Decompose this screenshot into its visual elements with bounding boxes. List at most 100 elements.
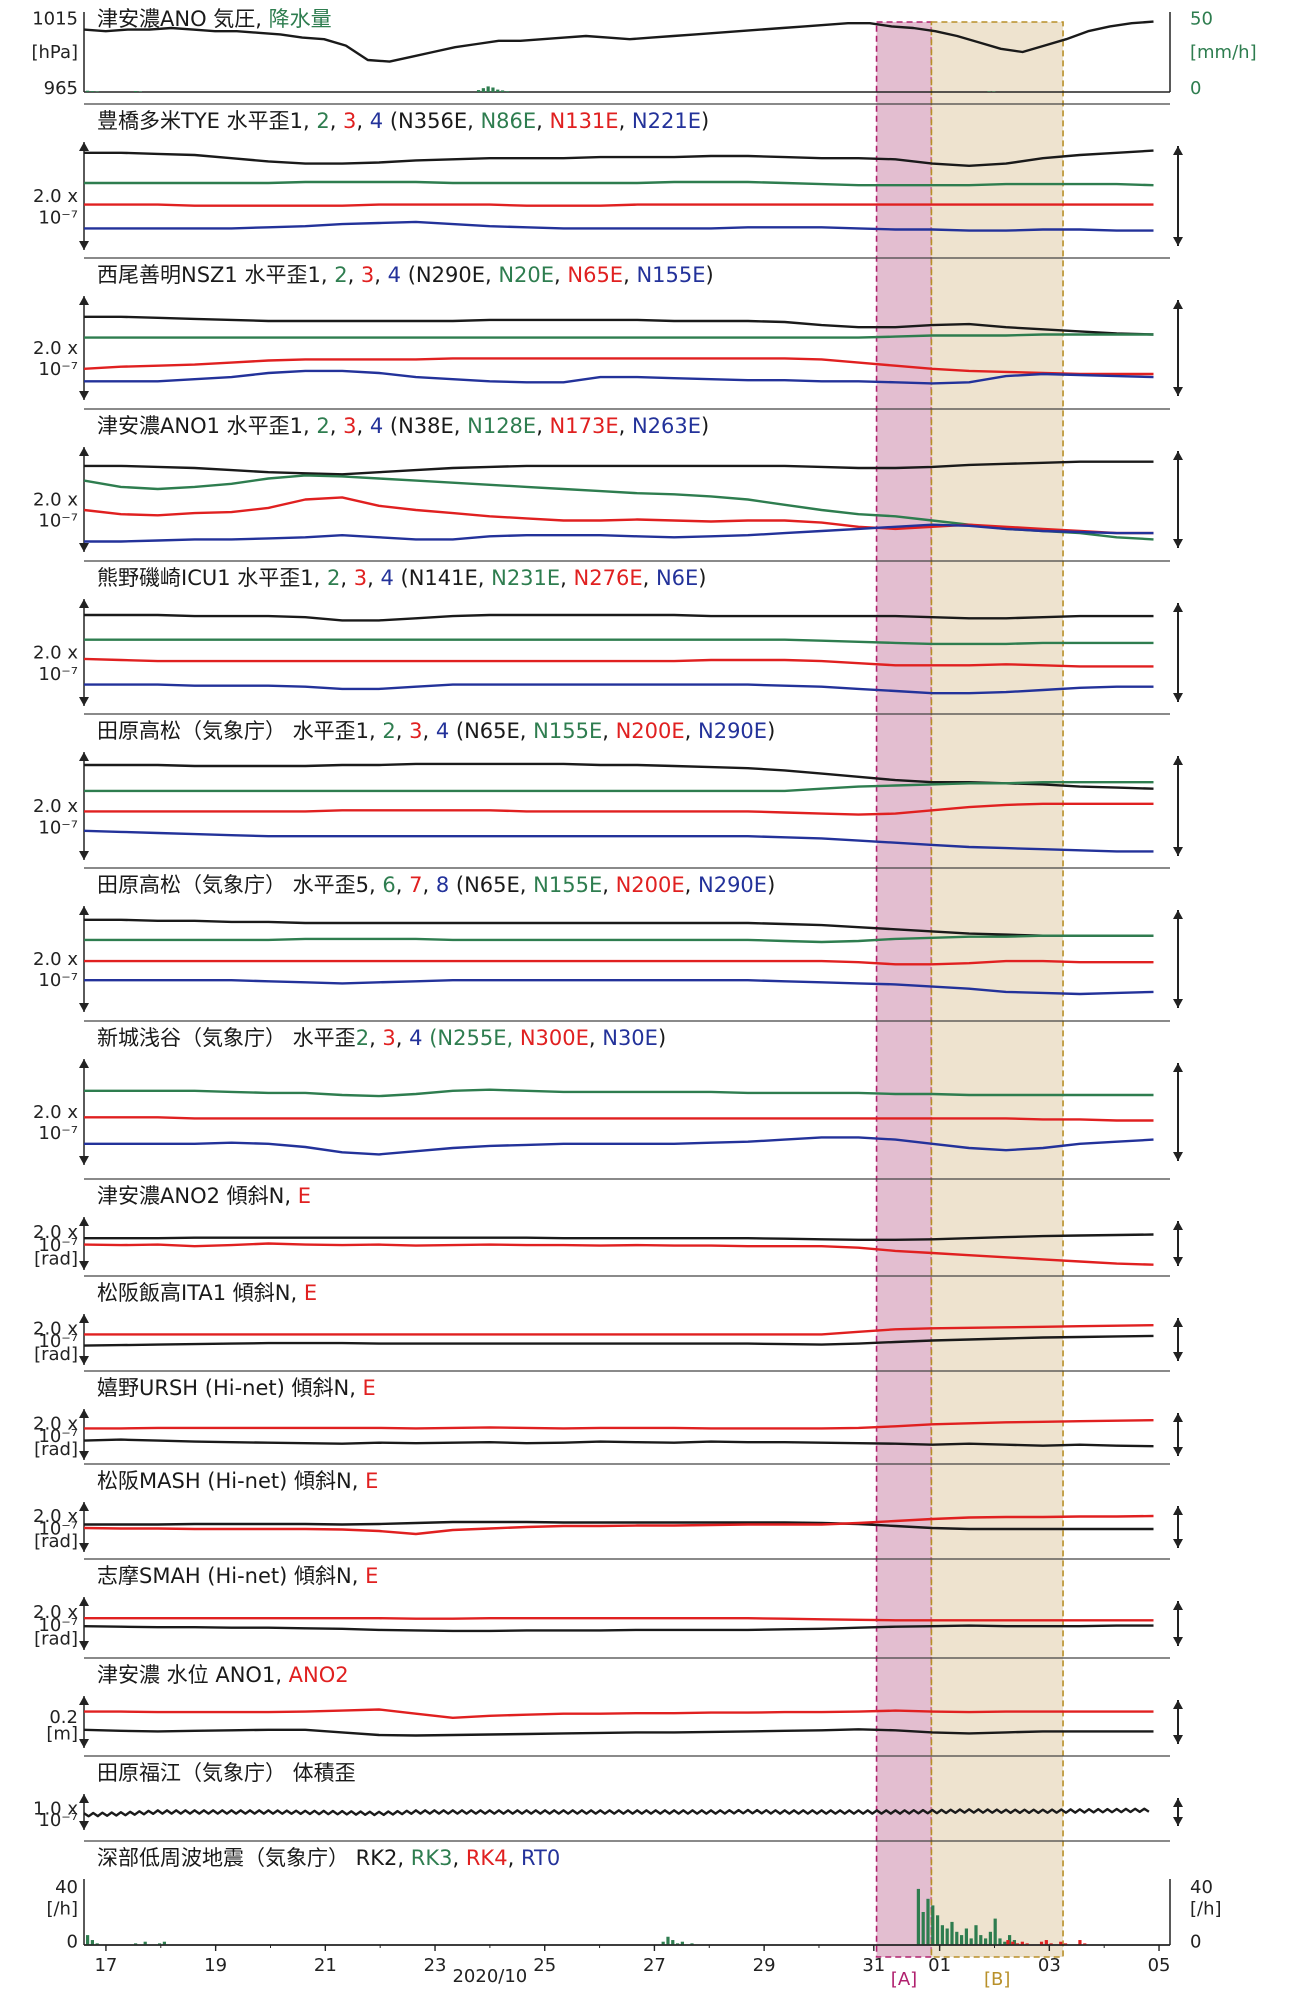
title-segment: 3 bbox=[343, 414, 356, 438]
left-arrowhead-down bbox=[79, 391, 89, 400]
left-arrowhead-up bbox=[79, 1314, 89, 1323]
title-segment: N65E bbox=[567, 263, 623, 287]
left-tick-label: 10⁻⁷ bbox=[38, 1519, 78, 1540]
title-segment: N221E bbox=[632, 109, 701, 133]
scale-arrowhead-down bbox=[1173, 693, 1183, 702]
title-segment: N173E bbox=[550, 414, 619, 438]
series-line-black bbox=[83, 1807, 1150, 1818]
bar-green bbox=[496, 89, 500, 92]
title-segment: ) bbox=[701, 414, 709, 438]
panels: 津安濃ANO 気圧, 降水量 1015 [hPa] 965 50 [mm/h] 0 豊橋多米T… bbox=[31, 7, 1256, 1953]
series-line-black bbox=[84, 315, 1154, 336]
panel-title: 松阪飯高ITA1 傾斜N, E bbox=[97, 1281, 317, 1305]
series-line-black bbox=[84, 1233, 1154, 1241]
title-segment: N300E bbox=[520, 1026, 589, 1050]
left-tick-label: 10⁻⁷ bbox=[38, 1331, 78, 1352]
bar-red bbox=[1049, 1943, 1053, 1945]
title-segment: , bbox=[685, 719, 698, 743]
title-segment: 4 bbox=[370, 414, 383, 438]
series-line-black bbox=[84, 918, 1154, 937]
x-axis: 17 19 21 23 25 27 29 31 01 03 05 2020/10 bbox=[84, 1944, 1170, 1987]
left-arrowhead-down bbox=[79, 1641, 89, 1650]
left-arrowhead-down bbox=[79, 1739, 89, 1748]
title-segment: (N38E, bbox=[383, 414, 467, 438]
bar-red bbox=[1025, 1943, 1029, 1945]
title-segment: ANO2 bbox=[289, 1663, 349, 1687]
title-segment: , bbox=[536, 109, 549, 133]
left-tick-label: 40 bbox=[55, 1877, 78, 1898]
left-tick-label: 10⁻⁷ bbox=[38, 1235, 78, 1256]
title-segment: ) bbox=[767, 719, 775, 743]
title-segment: , bbox=[348, 263, 361, 287]
panel-title: 田原福江（気象庁） 体積歪 bbox=[97, 1761, 356, 1785]
left-arrowhead-up bbox=[79, 296, 89, 305]
bar-green bbox=[671, 1940, 675, 1945]
series-line-green bbox=[84, 934, 1154, 944]
left-arrowhead-up bbox=[79, 599, 89, 608]
bar-green bbox=[974, 1925, 978, 1945]
bar-green bbox=[680, 1941, 684, 1945]
x-tick-label: 03 bbox=[1038, 1955, 1061, 1976]
scale-arrowhead-up bbox=[1173, 1413, 1183, 1422]
left-tick-label: 2.0 x bbox=[33, 1318, 78, 1339]
x-tick-label: 19 bbox=[204, 1955, 227, 1976]
title-segment: , bbox=[508, 1846, 521, 1870]
bar-green bbox=[959, 1935, 964, 1945]
title-segment: N128E bbox=[467, 414, 536, 438]
left-arrowhead-up bbox=[79, 142, 89, 151]
series-line-black bbox=[83, 1334, 1154, 1347]
x-tick-label: 23 bbox=[424, 1955, 447, 1976]
title-segment: , bbox=[356, 109, 369, 133]
left-tick-label: 2.0 x bbox=[33, 643, 78, 664]
title-segment: 新城浅谷（気象庁） 水平歪 bbox=[97, 1026, 356, 1050]
bar-green bbox=[987, 91, 991, 92]
title-segment: , bbox=[602, 873, 615, 897]
series-line-red bbox=[84, 1324, 1154, 1336]
panel-p0: 津安濃ANO 気圧, 降水量 1015 [hPa] 965 50 [mm/h] 0 bbox=[31, 7, 1256, 99]
series-line-green bbox=[84, 333, 1154, 339]
x-tick-label: 25 bbox=[533, 1955, 556, 1976]
left-tick-label: 0.2 bbox=[49, 1707, 78, 1728]
panel-p14: 田原福江（気象庁） 体積歪 1.0 x10⁻⁷ bbox=[33, 1755, 1183, 1831]
title-segment: 松阪MASH (Hi-net) 傾斜N, bbox=[97, 1469, 365, 1493]
scale-arrowhead-up bbox=[1173, 1700, 1183, 1709]
title-segment: 2 bbox=[382, 719, 395, 743]
left-tick-label: 965 bbox=[44, 78, 78, 99]
x-tick-label: 31 bbox=[862, 1955, 885, 1976]
left-tick-label: 2.0 x bbox=[33, 1506, 78, 1527]
title-segment: 熊野磯崎ICU1 水平歪1, bbox=[97, 566, 327, 590]
bar-green bbox=[143, 1941, 147, 1945]
bar-green bbox=[969, 1938, 973, 1945]
panel-p9: 松阪飯高ITA1 傾斜N, E 2.0 x10⁻⁷[rad] bbox=[33, 1275, 1183, 1365]
title-segment: E bbox=[365, 1564, 378, 1588]
panel-title: 松阪MASH (Hi-net) 傾斜N, E bbox=[97, 1469, 378, 1493]
bar-red bbox=[1044, 1940, 1048, 1945]
panel-title: 志摩SMAH (Hi-net) 傾斜N, E bbox=[97, 1564, 378, 1588]
panel-title: 津安濃 水位 ANO1, ANO2 bbox=[97, 1663, 349, 1687]
bar-green bbox=[491, 87, 495, 92]
scale-arrowhead-down bbox=[1173, 1735, 1183, 1744]
title-segment: , bbox=[560, 566, 573, 590]
title-segment: 4 bbox=[380, 566, 393, 590]
series-line-blue bbox=[84, 220, 1154, 232]
title-segment: 田原高松（気象庁） 水平歪5, bbox=[97, 873, 382, 897]
scale-arrowhead-down bbox=[1173, 847, 1183, 856]
left-arrowhead-up bbox=[79, 1409, 89, 1418]
title-segment: 8 bbox=[436, 873, 449, 897]
title-segment: 2 bbox=[316, 109, 329, 133]
series-line-blue bbox=[83, 829, 1154, 853]
title-segment: 津安濃ANO2 傾斜N, bbox=[97, 1184, 298, 1208]
title-segment: , bbox=[589, 1026, 602, 1050]
series-line-green bbox=[84, 180, 1154, 187]
right-tick-label: [/h] bbox=[1190, 1899, 1222, 1920]
title-segment: 豊橋多米TYE 水平歪1, bbox=[97, 109, 316, 133]
title-segment: 3 bbox=[354, 566, 367, 590]
panel-p12: 志摩SMAH (Hi-net) 傾斜N, E 2.0 x10⁻⁷[rad] bbox=[33, 1558, 1183, 1650]
title-segment: , bbox=[623, 263, 636, 287]
scale-arrowhead-down bbox=[1173, 1447, 1183, 1456]
title-segment: E bbox=[363, 1376, 376, 1400]
title-segment: 3 bbox=[409, 719, 422, 743]
scale-arrowhead-down bbox=[1173, 1817, 1183, 1826]
panel-title: 嬉野URSH (Hi-net) 傾斜N, E bbox=[97, 1376, 376, 1400]
title-segment: ) bbox=[767, 873, 775, 897]
